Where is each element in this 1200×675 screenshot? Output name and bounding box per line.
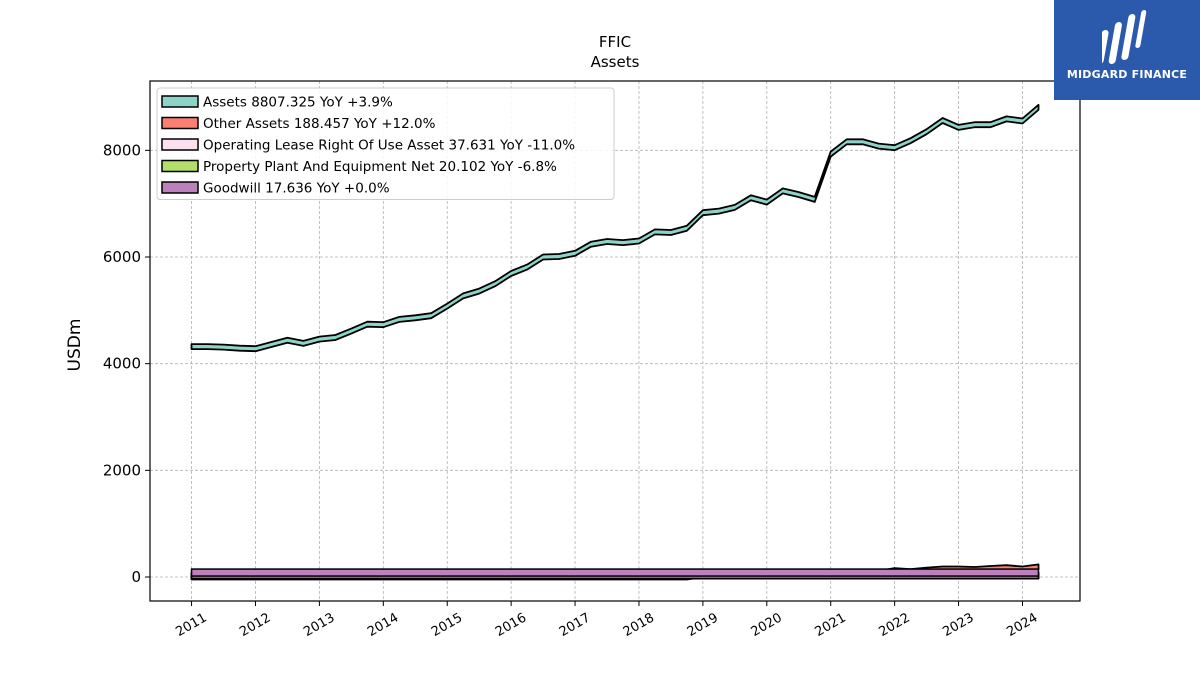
x-tick-label: 2014	[365, 610, 401, 640]
x-tick-label: 2017	[557, 610, 593, 640]
x-tick-label: 2012	[237, 610, 273, 640]
legend-label: Goodwill 17.636 YoY +0.0%	[203, 181, 390, 197]
x-tick-label: 2015	[429, 610, 465, 640]
x-tick-label: 2011	[173, 610, 209, 640]
series-layer	[190, 103, 1040, 581]
chart-subtitle: Assets	[591, 53, 640, 71]
x-tick-label: 2013	[301, 610, 337, 640]
y-tick-label: 2000	[103, 461, 141, 479]
legend-swatch	[161, 116, 199, 130]
y-tick-label: 0	[131, 568, 141, 586]
series-assets	[190, 103, 1040, 353]
y-axis-label: USDm	[65, 319, 85, 372]
x-tick-label: 2020	[749, 610, 785, 640]
x-tick-label: 2021	[813, 610, 849, 640]
x-tick-label: 2016	[493, 610, 529, 640]
legend-label: Assets 8807.325 YoY +3.9%	[203, 95, 393, 111]
legend-label: Operating Lease Right Of Use Asset 37.63…	[203, 138, 575, 154]
brand-logo-icon	[1102, 10, 1147, 64]
legend: Assets 8807.325 YoY +3.9% Other Assets 18…	[156, 87, 615, 200]
y-tick-label: 4000	[103, 355, 141, 373]
y-tick-label: 6000	[103, 248, 141, 266]
x-tick-label: 2019	[685, 610, 721, 640]
series-goodwill-bar	[190, 568, 1040, 577]
legend-swatch	[161, 138, 199, 151]
y-tick-label: 8000	[103, 141, 141, 159]
legend-swatch	[161, 159, 199, 173]
plot-frame	[149, 80, 1081, 602]
chart-title: FFIC	[599, 33, 631, 51]
x-tick-label: 2018	[621, 610, 657, 640]
legend-swatch	[161, 181, 199, 194]
y-axis: 0 2000 4000 6000 8000	[103, 141, 150, 586]
legend-swatch	[161, 95, 199, 108]
x-tick-label: 2022	[876, 610, 912, 640]
brand-logo: MIDGARD FINANCE	[1054, 0, 1200, 100]
legend-label: Other Assets 188.457 YoY +12.0%	[203, 116, 436, 132]
x-axis: 2011 2012 2013 2014 2015 2016 2017 2018 2019 2020…	[173, 601, 1040, 640]
legend-box	[156, 87, 615, 200]
x-tick-label: 2023	[940, 610, 976, 640]
series-band	[190, 103, 1040, 353]
brand-name: MIDGARD FINANCE	[1066, 68, 1188, 81]
legend-label: Property Plant And Equipment Net 20.102 …	[203, 159, 557, 175]
x-tick-label: 2024	[1004, 610, 1040, 640]
